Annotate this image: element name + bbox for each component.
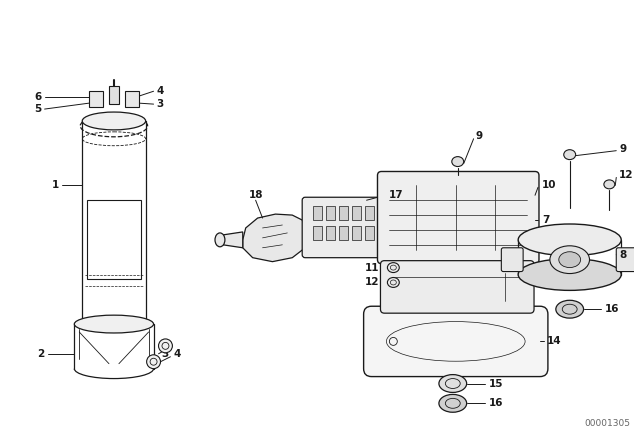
- Ellipse shape: [387, 277, 399, 288]
- FancyBboxPatch shape: [378, 172, 539, 263]
- Bar: [109, 86, 119, 104]
- Polygon shape: [223, 232, 243, 248]
- Text: 3: 3: [157, 99, 164, 109]
- Bar: [365, 206, 374, 220]
- Text: 6: 6: [35, 92, 42, 102]
- FancyBboxPatch shape: [616, 248, 638, 271]
- Text: 12: 12: [620, 170, 634, 181]
- Ellipse shape: [82, 112, 146, 130]
- Polygon shape: [243, 214, 307, 262]
- Text: 8: 8: [620, 250, 627, 260]
- Ellipse shape: [550, 246, 589, 274]
- Bar: [365, 226, 374, 240]
- Text: 9: 9: [476, 131, 483, 141]
- Bar: [326, 226, 335, 240]
- Ellipse shape: [74, 315, 154, 333]
- Ellipse shape: [439, 375, 467, 392]
- Bar: [125, 91, 139, 107]
- Text: 17: 17: [388, 190, 403, 200]
- Text: 18: 18: [248, 190, 263, 200]
- Ellipse shape: [82, 317, 146, 331]
- Text: 7: 7: [542, 215, 549, 225]
- Ellipse shape: [439, 394, 467, 412]
- Text: 11: 11: [365, 263, 380, 272]
- Bar: [352, 226, 361, 240]
- FancyBboxPatch shape: [302, 197, 385, 258]
- Text: 4: 4: [157, 86, 164, 96]
- Bar: [313, 206, 322, 220]
- Ellipse shape: [215, 233, 225, 247]
- Bar: [313, 226, 322, 240]
- Ellipse shape: [452, 157, 464, 167]
- Text: 14: 14: [547, 336, 561, 346]
- Bar: [87, 200, 141, 280]
- Ellipse shape: [518, 258, 621, 290]
- Ellipse shape: [147, 355, 161, 369]
- Bar: [339, 226, 348, 240]
- Ellipse shape: [559, 252, 580, 267]
- Ellipse shape: [556, 300, 584, 318]
- FancyBboxPatch shape: [380, 261, 534, 313]
- Text: 2: 2: [37, 349, 45, 359]
- Bar: [326, 206, 335, 220]
- Text: 1: 1: [52, 181, 60, 190]
- Text: 5: 5: [35, 104, 42, 114]
- Text: 15: 15: [488, 379, 503, 388]
- Ellipse shape: [387, 263, 399, 272]
- Text: 9: 9: [620, 144, 627, 154]
- Text: 10: 10: [542, 181, 556, 190]
- Bar: [339, 206, 348, 220]
- Ellipse shape: [564, 150, 575, 159]
- Text: 16: 16: [488, 398, 503, 408]
- Text: 00001305: 00001305: [584, 418, 630, 428]
- Ellipse shape: [604, 180, 615, 189]
- Ellipse shape: [518, 224, 621, 256]
- Text: 16: 16: [604, 304, 619, 314]
- Text: 12: 12: [365, 277, 380, 288]
- Text: 13: 13: [537, 280, 552, 289]
- FancyBboxPatch shape: [364, 306, 548, 377]
- Bar: [352, 206, 361, 220]
- Text: 3: 3: [161, 349, 169, 359]
- Bar: [89, 91, 103, 107]
- Ellipse shape: [159, 339, 172, 353]
- FancyBboxPatch shape: [501, 248, 523, 271]
- Text: 4: 4: [173, 349, 180, 359]
